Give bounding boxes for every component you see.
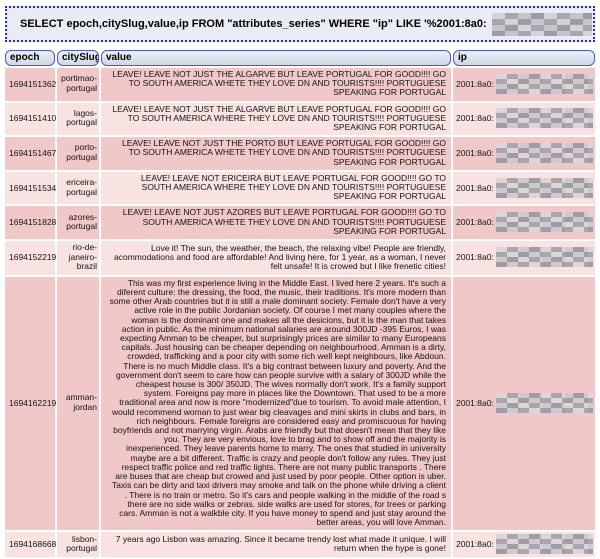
ip-cell: 2001:8a0:: [453, 206, 595, 240]
cityslug-cell: lagos-portugal: [57, 102, 99, 136]
ip-prefix: 2001:8a0:: [456, 217, 494, 228]
column-header-ip[interactable]: ip: [453, 50, 595, 66]
cityslug-cell: lisbon-portugal: [57, 532, 99, 558]
results-table: epoch citySlug value ip 1694151362 porti…: [3, 48, 597, 559]
epoch-cell: 1694151534: [5, 171, 56, 205]
epoch-cell: 1694162219: [5, 276, 56, 531]
ip-prefix: 2001:8a0:: [456, 78, 494, 89]
column-header-cityslug[interactable]: citySlug: [57, 50, 99, 66]
ip-cell: 2001:8a0:: [453, 68, 595, 101]
value-cell: LEAVE! LEAVE NOT ERICEIRA BUT LEAVE PORT…: [101, 171, 451, 205]
value-cell: LEAVE! LEAVE NOT JUST THE ALGARVE BUT LE…: [101, 68, 451, 101]
epoch-cell: 1694151362: [5, 68, 56, 101]
epoch-cell: 1694168668: [5, 532, 56, 558]
ip-cell: 2001:8a0:: [453, 171, 595, 205]
redacted-ip-blur: [491, 12, 592, 36]
ip-cell: 2001:8a0:: [453, 532, 595, 558]
ip-cell: 2001:8a0:: [453, 102, 595, 136]
ip-prefix: 2001:8a0:: [456, 539, 494, 550]
ip-prefix: 2001:8a0:: [456, 252, 494, 263]
value-cell: Love it! The sun, the weather, the beach…: [101, 241, 451, 275]
ip-prefix: 2001:8a0:: [456, 113, 494, 124]
sql-query-text: SELECT epoch,citySlug,value,ip FROM "att…: [20, 18, 487, 30]
sql-query-input[interactable]: SELECT epoch,citySlug,value,ip FROM "att…: [5, 6, 595, 42]
ip-content: 2001:8a0:: [456, 393, 593, 414]
table-row: 1694152219 rio-de-janeiro-brazil Love it…: [5, 241, 595, 275]
epoch-cell: 1694151467: [5, 137, 56, 170]
redacted-ip-blur: [495, 73, 593, 94]
ip-content: 2001:8a0:: [456, 177, 593, 198]
ip-prefix: 2001:8a0:: [456, 398, 494, 409]
value-cell: LEAVE! LEAVE NOT JUST THE ALGARVE BUT LE…: [101, 102, 451, 136]
table-row: 1694151828 azores-portugal LEAVE! LEAVE …: [5, 206, 595, 240]
value-cell: LEAVE! LEAVE NOT JUST AZORES BUT LEAVE P…: [101, 206, 451, 240]
ip-prefix: 2001:8a0:: [456, 182, 494, 193]
table-row: 1694151362 portimao-portugal LEAVE! LEAV…: [5, 68, 595, 101]
ip-content: 2001:8a0:: [456, 212, 593, 233]
value-cell: 7 years ago Lisbon was amazing. Since it…: [101, 532, 451, 558]
column-header-value[interactable]: value: [101, 50, 451, 66]
table-row: 1694151410 lagos-portugal LEAVE! LEAVE N…: [5, 102, 595, 136]
ip-prefix: 2001:8a0:: [456, 148, 494, 159]
ip-cell: 2001:8a0:: [453, 137, 595, 170]
ip-cell: 2001:8a0:: [453, 276, 595, 531]
table-body: 1694151362 portimao-portugal LEAVE! LEAV…: [5, 68, 595, 558]
table-row: 1694162219 amman-jordan This was my firs…: [5, 276, 595, 531]
epoch-cell: 1694151410: [5, 102, 56, 136]
ip-content: 2001:8a0:: [456, 108, 593, 129]
redacted-ip-blur: [495, 143, 593, 164]
ip-content: 2001:8a0:: [456, 73, 593, 94]
cityslug-cell: azores-portugal: [57, 206, 99, 240]
redacted-ip-blur: [495, 534, 593, 555]
value-cell: LEAVE! LEAVE NOT JUST THE PORTO BUT LEAV…: [101, 137, 451, 170]
redacted-ip-blur: [495, 212, 593, 233]
cityslug-cell: portimao-portugal: [57, 68, 99, 101]
cityslug-cell: amman-jordan: [57, 276, 99, 531]
cityslug-cell: ericeira-portugal: [57, 171, 99, 205]
epoch-cell: 1694151828: [5, 206, 56, 240]
cityslug-cell: rio-de-janeiro-brazil: [57, 241, 99, 275]
table-row: 1694151534 ericeira-portugal LEAVE! LEAV…: [5, 171, 595, 205]
redacted-ip-blur: [495, 247, 593, 268]
epoch-cell: 1694152219: [5, 241, 56, 275]
table-row: 1694151467 porto-portugal LEAVE! LEAVE N…: [5, 137, 595, 170]
ip-content: 2001:8a0:: [456, 534, 593, 555]
redacted-ip-blur: [495, 108, 593, 129]
ip-cell: 2001:8a0:: [453, 241, 595, 275]
cityslug-cell: porto-portugal: [57, 137, 99, 170]
ip-content: 2001:8a0:: [456, 247, 593, 268]
table-row: 1694168668 lisbon-portugal 7 years ago L…: [5, 532, 595, 558]
column-header-epoch[interactable]: epoch: [5, 50, 55, 66]
table-header-row: epoch citySlug value ip: [5, 50, 595, 66]
redacted-ip-blur: [495, 393, 593, 414]
redacted-ip-blur: [495, 177, 593, 198]
value-cell: This was my first experience living in t…: [101, 276, 451, 531]
ip-content: 2001:8a0:: [456, 143, 593, 164]
